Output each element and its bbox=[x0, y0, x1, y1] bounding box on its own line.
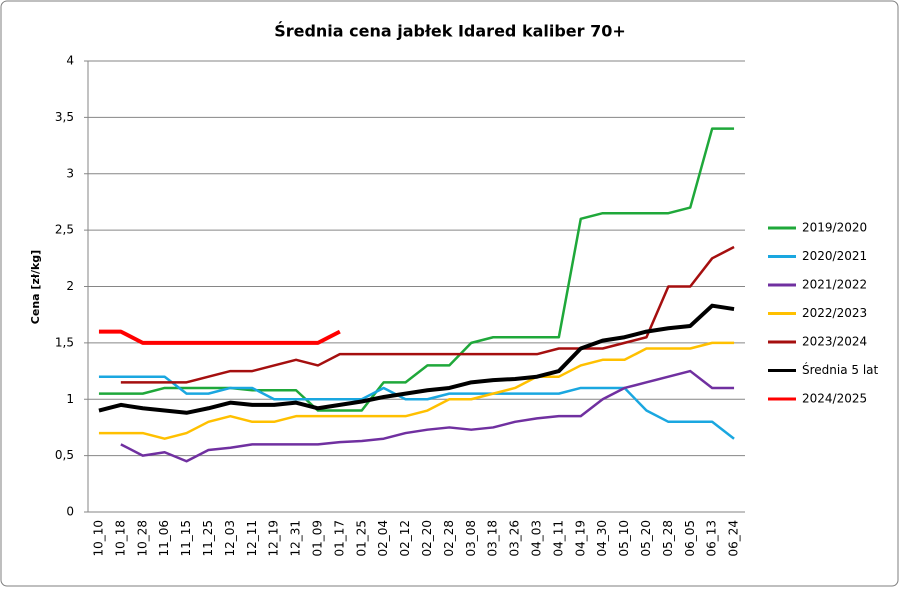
y-tick-label: 0,5 bbox=[55, 448, 74, 462]
y-tick-label: 0 bbox=[66, 505, 74, 519]
x-tick-label: 05_10 bbox=[617, 520, 631, 557]
x-tick-label: 04_11 bbox=[551, 520, 565, 557]
legend-label: 2024/2025 bbox=[802, 392, 867, 406]
series-line bbox=[98, 341, 735, 440]
y-tick-label: 3,5 bbox=[55, 110, 74, 124]
x-tick-label: 02_04 bbox=[376, 520, 390, 557]
legend-label: 2019/2020 bbox=[802, 221, 867, 235]
legend-label: 2020/2021 bbox=[802, 249, 867, 263]
x-tick-label: 02_20 bbox=[420, 520, 434, 557]
y-tick-label: 3 bbox=[66, 166, 74, 180]
x-tick-label: 03_08 bbox=[464, 520, 478, 557]
series-line bbox=[98, 303, 735, 415]
y-tick-label: 1 bbox=[66, 392, 74, 406]
x-tick-label: 10_10 bbox=[91, 520, 105, 557]
x-tick-label: 10_28 bbox=[135, 520, 149, 557]
x-tick-label: 02_28 bbox=[442, 520, 456, 557]
x-tick-label: 12_31 bbox=[289, 520, 303, 557]
x-tick-label: 12_11 bbox=[245, 520, 259, 557]
x-tick-label: 06_05 bbox=[683, 520, 697, 557]
x-tick-label: 05_20 bbox=[639, 520, 653, 557]
y-tick-label: 4 bbox=[66, 54, 74, 68]
y-tick-label: 1,5 bbox=[55, 335, 74, 349]
series-line bbox=[98, 127, 735, 412]
x-tick-label: 01_09 bbox=[310, 520, 324, 557]
series-line bbox=[120, 245, 735, 384]
x-tick-label: 01_17 bbox=[332, 520, 346, 557]
x-tick-label: 01_25 bbox=[354, 520, 368, 557]
legend-label: 2022/2023 bbox=[802, 306, 867, 320]
y-axis-label: Cena [zł/kg] bbox=[29, 250, 42, 324]
x-tick-label: 11_15 bbox=[179, 520, 193, 557]
y-tick-label: 2 bbox=[66, 279, 74, 293]
legend-label: Średnia 5 lat bbox=[802, 362, 879, 377]
y-tick-label: 2,5 bbox=[55, 223, 74, 237]
x-tick-label: 02_12 bbox=[398, 520, 412, 557]
x-tick-label: 05_28 bbox=[661, 520, 675, 557]
x-tick-label: 11_06 bbox=[157, 520, 171, 557]
x-tick-label: 12_03 bbox=[223, 520, 237, 557]
x-tick-label: 06_13 bbox=[705, 520, 719, 557]
x-tick-label: 10_18 bbox=[113, 520, 127, 557]
x-tick-label: 03_18 bbox=[486, 520, 500, 557]
x-tick-label: 04_03 bbox=[529, 520, 543, 557]
x-tick-label: 12_19 bbox=[267, 520, 281, 557]
x-tick-label: 06_24 bbox=[727, 520, 741, 557]
series-line bbox=[98, 375, 735, 440]
chart-title: Średnia cena jabłek Idared kaliber 70+ bbox=[274, 22, 626, 41]
x-tick-label: 03_26 bbox=[508, 520, 522, 557]
x-tick-label: 04_19 bbox=[573, 520, 587, 557]
series-line bbox=[98, 329, 341, 345]
series-line bbox=[120, 369, 735, 463]
legend-label: 2021/2022 bbox=[802, 278, 867, 292]
x-tick-label: 11_25 bbox=[201, 520, 215, 557]
legend-label: 2023/2024 bbox=[802, 335, 867, 349]
x-tick-label: 04_30 bbox=[595, 520, 609, 557]
